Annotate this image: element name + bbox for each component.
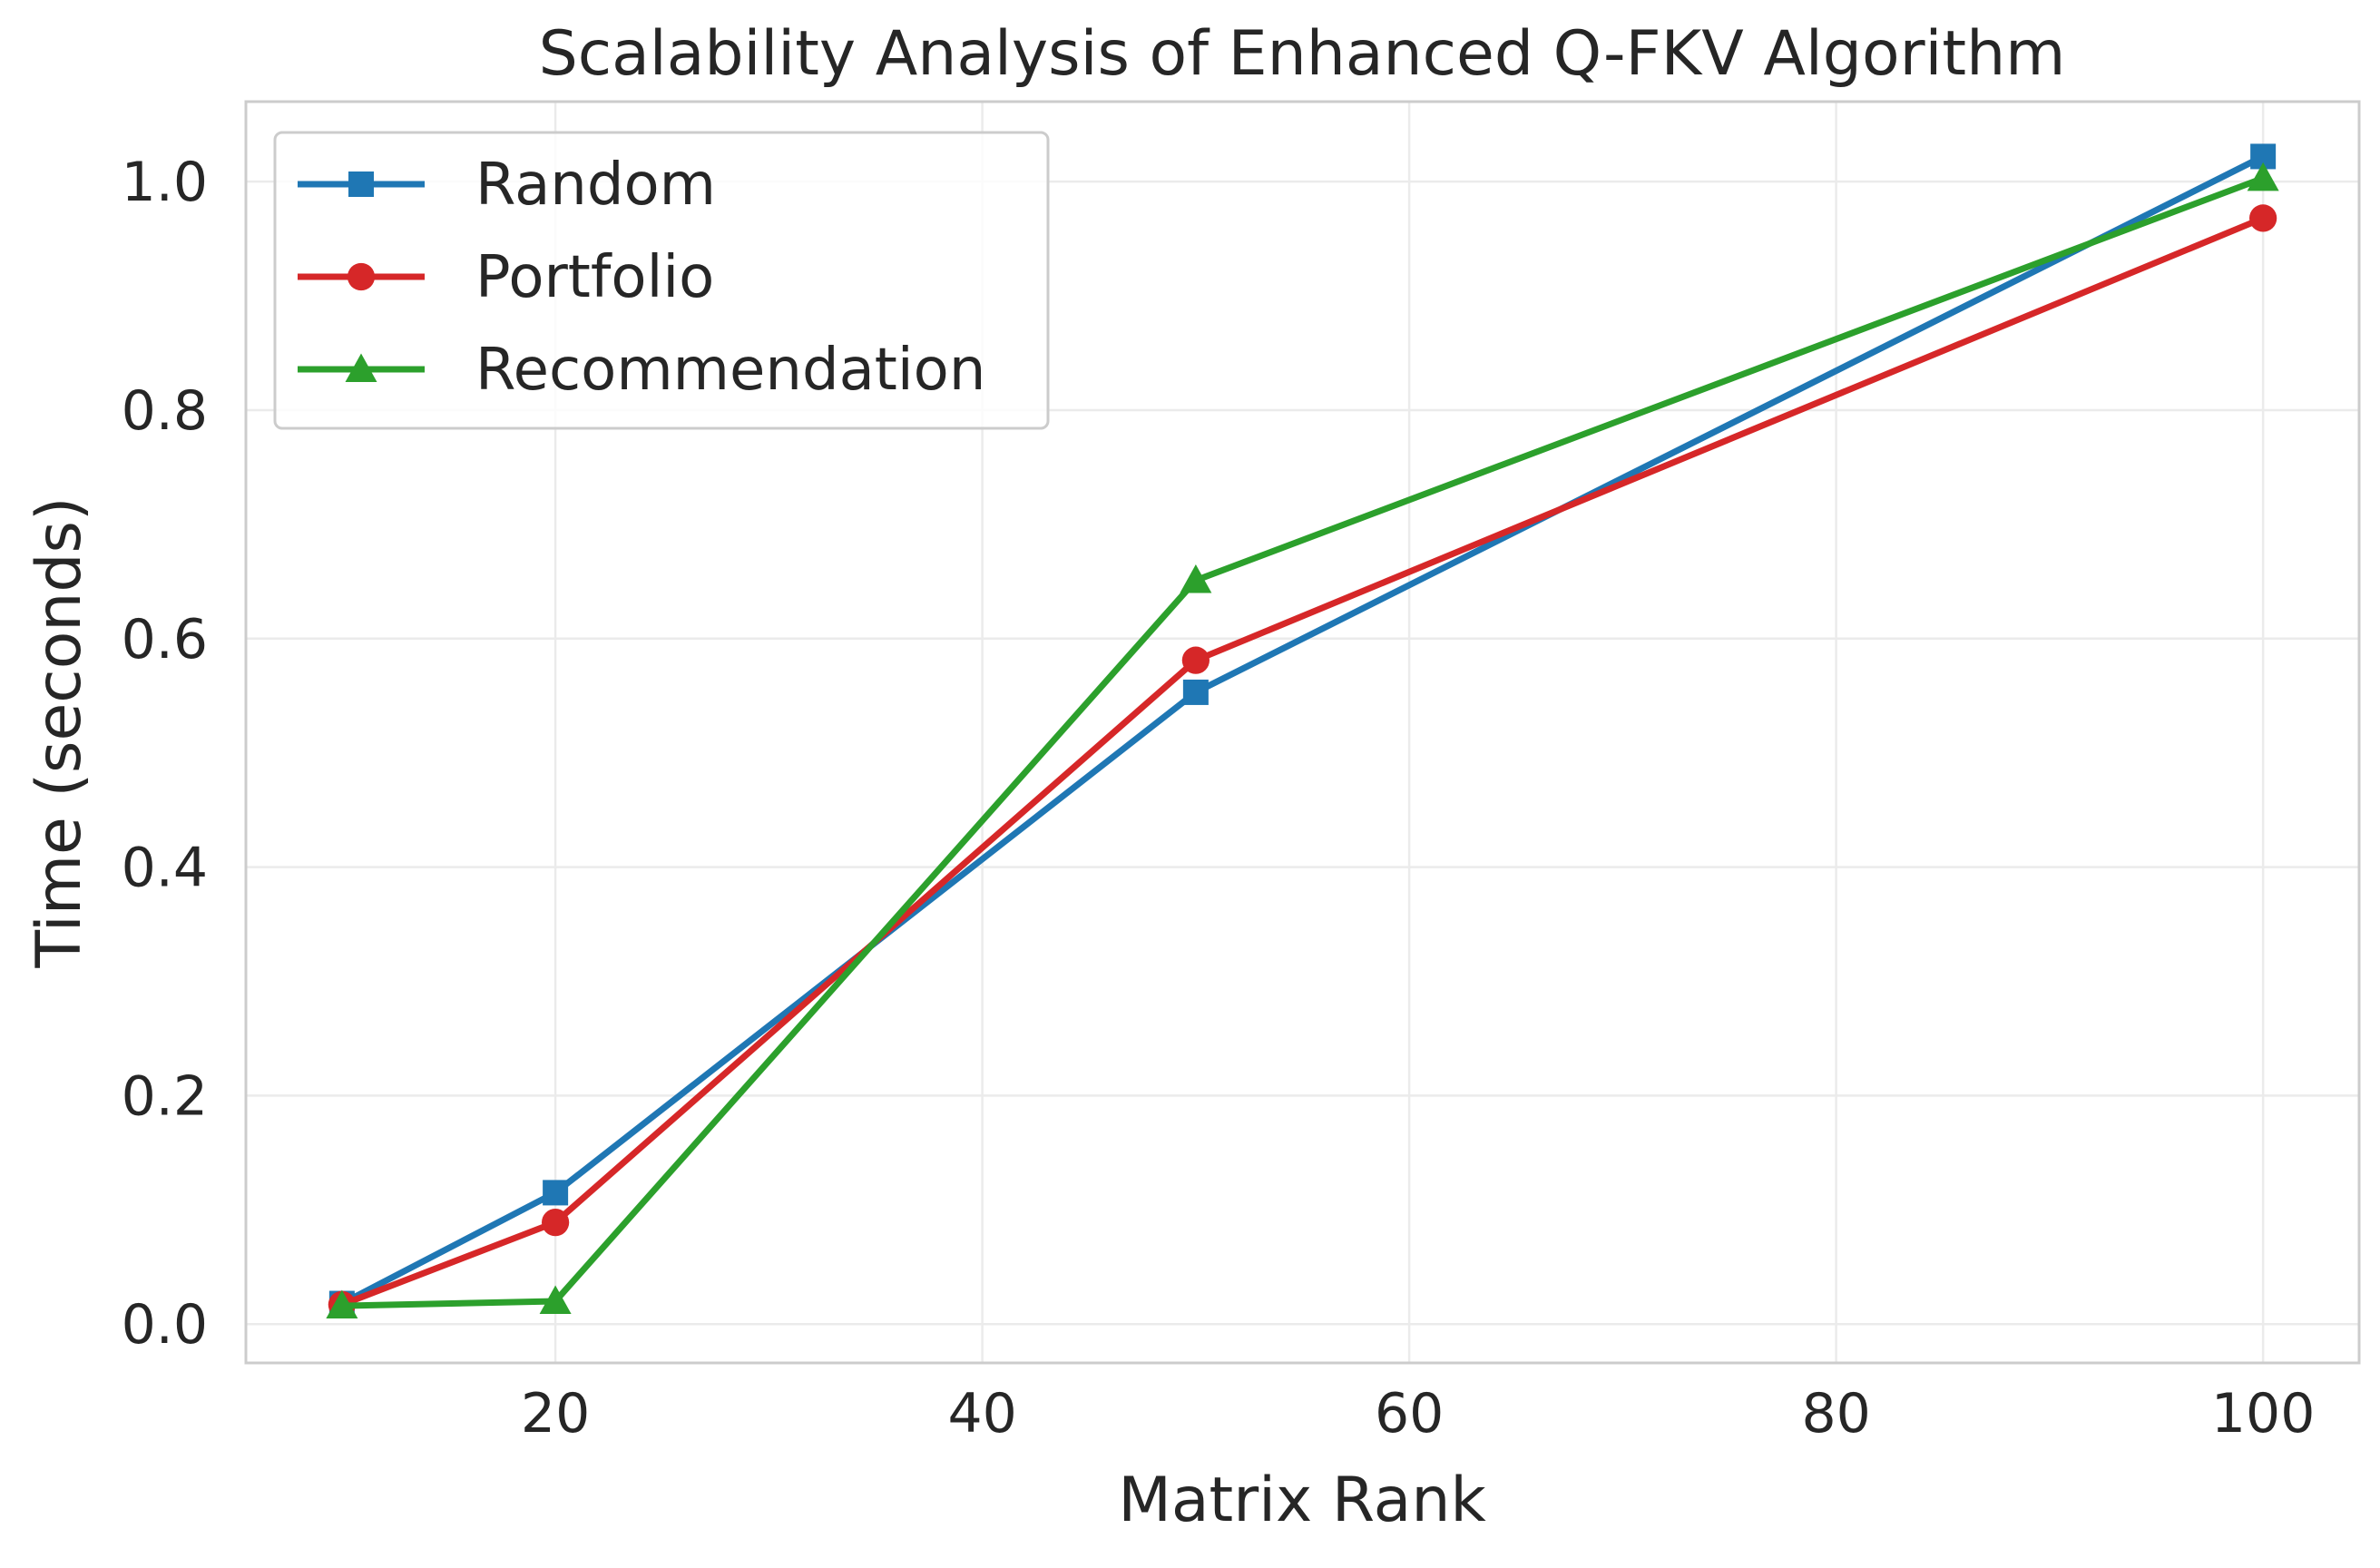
grid-lines: [246, 102, 2359, 1363]
data-point-random: [1182, 679, 1209, 705]
data-point-portfolio: [2249, 204, 2277, 232]
y-tick-label: 1.0: [122, 151, 208, 214]
data-point-recommendation: [2247, 162, 2279, 191]
legend-label: Random: [475, 152, 716, 219]
x-tick-label: 100: [2211, 1382, 2316, 1446]
legend-marker-random: [348, 172, 374, 197]
x-tick-label: 60: [1375, 1382, 1444, 1446]
legend-item-portfolio: Portfolio: [298, 244, 714, 311]
series-line-recommendation: [338, 174, 2267, 1309]
legend-marker-portfolio: [347, 262, 376, 291]
y-tick-label: 0.2: [122, 1064, 208, 1128]
series-group: [326, 143, 2279, 1319]
plot-area-frame: [244, 100, 2361, 1365]
x-tick-label: 20: [521, 1382, 590, 1446]
data-point-recommendation: [539, 1285, 572, 1315]
y-axis-label: Time (seconds): [24, 496, 95, 968]
data-point-recommendation: [1180, 564, 1212, 593]
legend-marker-recommendation: [345, 353, 377, 382]
y-tick-label: 0.6: [122, 608, 208, 671]
tick-labels: 20 40 60 80 100 0.0 0.2 0.4 0.6 0.8 1.0: [122, 151, 2316, 1446]
legend-box: [273, 131, 1050, 430]
series-recommendation: [326, 162, 2279, 1319]
y-tick-label: 0.4: [122, 837, 208, 900]
x-tick-label: 80: [1801, 1382, 1870, 1446]
x-tick-label: 40: [947, 1382, 1016, 1446]
y-tick-label: 0.8: [122, 379, 208, 443]
legend: Random Portfolio Recommendation: [273, 131, 1050, 430]
data-point-random: [543, 1180, 569, 1206]
data-point-recommendation: [326, 1289, 358, 1319]
legend-item-random: Random: [298, 152, 716, 219]
y-tick-label: 0.0: [122, 1293, 208, 1357]
chart-title: Scalability Analysis of Enhanced Q-FKV A…: [539, 18, 2066, 90]
data-point-portfolio: [1181, 646, 1210, 674]
legend-item-recommendation: Recommendation: [298, 337, 985, 404]
x-axis-label: Matrix Rank: [1118, 1465, 1486, 1536]
data-point-portfolio: [541, 1209, 570, 1237]
legend-label: Portfolio: [475, 244, 714, 311]
legend-label: Recommendation: [475, 337, 985, 404]
